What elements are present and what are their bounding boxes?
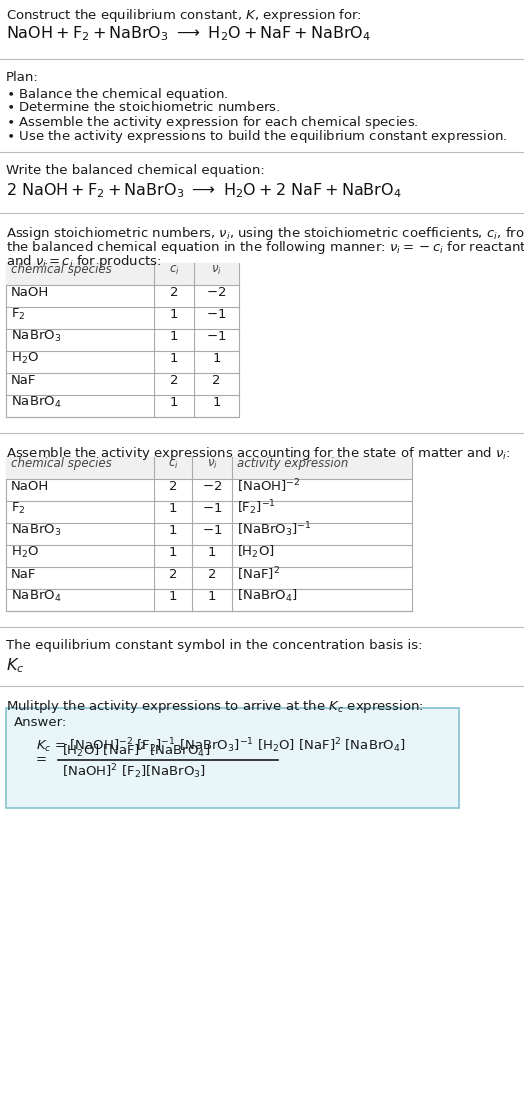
Text: $\nu_i$: $\nu_i$ (206, 458, 217, 471)
Text: [NaOH]$^{-2}$: [NaOH]$^{-2}$ (237, 478, 301, 495)
Text: 1: 1 (169, 545, 177, 559)
Text: $-$1: $-$1 (206, 329, 227, 342)
Text: the balanced chemical equation in the following manner: $\nu_i = -c_i$ for react: the balanced chemical equation in the fo… (6, 239, 524, 256)
Text: $\bullet$ Assemble the activity expression for each chemical species.: $\bullet$ Assemble the activity expressi… (6, 114, 419, 131)
Text: NaBrO$_4$: NaBrO$_4$ (11, 588, 61, 603)
Text: 1: 1 (208, 589, 216, 602)
Text: $K_c$ = [NaOH]$^{-2}$ [F$_2$]$^{-1}$ [NaBrO$_3$]$^{-1}$ [H$_2$O] [NaF]$^2$ [NaBr: $K_c$ = [NaOH]$^{-2}$ [F$_2$]$^{-1}$ [Na… (36, 736, 406, 754)
Text: 1: 1 (170, 352, 178, 364)
Text: Plan:: Plan: (6, 71, 39, 84)
Text: NaF: NaF (11, 374, 36, 387)
Text: 2: 2 (169, 480, 177, 493)
Text: 2: 2 (170, 285, 178, 298)
Text: activity expression: activity expression (237, 458, 348, 470)
Text: [F$_2$]$^{-1}$: [F$_2$]$^{-1}$ (237, 498, 276, 517)
Text: $\mathrm{2 \ NaOH + F_2 + NaBrO_3 \ \longrightarrow \ H_2O + 2 \ NaF + NaBrO_4}$: $\mathrm{2 \ NaOH + F_2 + NaBrO_3 \ \lon… (6, 181, 402, 200)
Text: 2: 2 (170, 374, 178, 387)
Text: 1: 1 (169, 524, 177, 537)
Text: 1: 1 (169, 502, 177, 515)
Text: 2: 2 (208, 567, 216, 580)
Text: H$_2$O: H$_2$O (11, 351, 39, 365)
Text: NaOH: NaOH (11, 285, 49, 298)
Text: F$_2$: F$_2$ (11, 306, 26, 321)
Text: NaBrO$_3$: NaBrO$_3$ (11, 522, 61, 538)
Text: Write the balanced chemical equation:: Write the balanced chemical equation: (6, 164, 265, 177)
Text: $c_i$: $c_i$ (169, 263, 179, 277)
Text: chemical species: chemical species (11, 263, 112, 277)
Text: $-$1: $-$1 (202, 524, 222, 537)
Text: NaOH: NaOH (11, 480, 49, 493)
Text: $\bullet$ Determine the stoichiometric numbers.: $\bullet$ Determine the stoichiometric n… (6, 99, 280, 114)
Text: [H$_2$O] [NaF]$^2$ [NaBrO$_4$]: [H$_2$O] [NaF]$^2$ [NaBrO$_4$] (62, 741, 210, 760)
Text: Answer:: Answer: (14, 716, 67, 729)
Text: =: = (36, 753, 47, 766)
Text: [NaOH]$^2$ [F$_2$][NaBrO$_3$]: [NaOH]$^2$ [F$_2$][NaBrO$_3$] (62, 762, 206, 780)
Text: [NaBrO$_3$]$^{-1}$: [NaBrO$_3$]$^{-1}$ (237, 520, 312, 539)
Text: $\mathrm{NaOH + F_2 + NaBrO_3 \ \longrightarrow \ H_2O + NaF + NaBrO_4}$: $\mathrm{NaOH + F_2 + NaBrO_3 \ \longrig… (6, 24, 371, 43)
Text: 1: 1 (208, 545, 216, 559)
Text: [NaBrO$_4$]: [NaBrO$_4$] (237, 588, 298, 604)
Text: 1: 1 (170, 396, 178, 409)
Text: Mulitply the activity expressions to arrive at the $K_c$ expression:: Mulitply the activity expressions to arr… (6, 698, 424, 715)
Bar (6, 263, 239, 285)
Text: 2: 2 (169, 567, 177, 580)
Text: chemical species: chemical species (11, 458, 112, 470)
Text: $-$1: $-$1 (202, 502, 222, 515)
Text: NaBrO$_3$: NaBrO$_3$ (11, 329, 61, 343)
FancyBboxPatch shape (6, 708, 459, 808)
Text: Assign stoichiometric numbers, $\nu_i$, using the stoichiometric coefficients, $: Assign stoichiometric numbers, $\nu_i$, … (6, 225, 524, 242)
Bar (6, 457, 412, 611)
Bar (6, 457, 412, 479)
Text: Construct the equilibrium constant, $K$, expression for:: Construct the equilibrium constant, $K$,… (6, 7, 362, 24)
Text: $\nu_i$: $\nu_i$ (211, 263, 222, 277)
Text: $\bullet$ Use the activity expressions to build the equilibrium constant express: $\bullet$ Use the activity expressions t… (6, 128, 507, 145)
Text: The equilibrium constant symbol in the concentration basis is:: The equilibrium constant symbol in the c… (6, 639, 422, 653)
Text: 1: 1 (170, 329, 178, 342)
Text: NaF: NaF (11, 567, 36, 580)
Text: $-$1: $-$1 (206, 307, 227, 320)
Text: 1: 1 (169, 589, 177, 602)
Text: H$_2$O: H$_2$O (11, 544, 39, 560)
Text: [NaF]$^2$: [NaF]$^2$ (237, 565, 280, 583)
Text: NaBrO$_4$: NaBrO$_4$ (11, 395, 61, 410)
Text: [H$_2$O]: [H$_2$O] (237, 544, 275, 560)
Text: 1: 1 (212, 352, 221, 364)
Text: 1: 1 (170, 307, 178, 320)
Text: F$_2$: F$_2$ (11, 501, 26, 516)
Text: Assemble the activity expressions accounting for the state of matter and $\nu_i$: Assemble the activity expressions accoun… (6, 445, 511, 462)
Bar (6, 263, 239, 418)
Text: $\bullet$ Balance the chemical equation.: $\bullet$ Balance the chemical equation. (6, 86, 228, 103)
Text: $K_c$: $K_c$ (6, 656, 25, 674)
Text: 1: 1 (212, 396, 221, 409)
Text: $-$2: $-$2 (202, 480, 222, 493)
Text: $-$2: $-$2 (206, 285, 226, 298)
Text: and $\nu_i = c_i$ for products:: and $\nu_i = c_i$ for products: (6, 252, 161, 270)
Text: 2: 2 (212, 374, 221, 387)
Text: $c_i$: $c_i$ (168, 458, 178, 471)
